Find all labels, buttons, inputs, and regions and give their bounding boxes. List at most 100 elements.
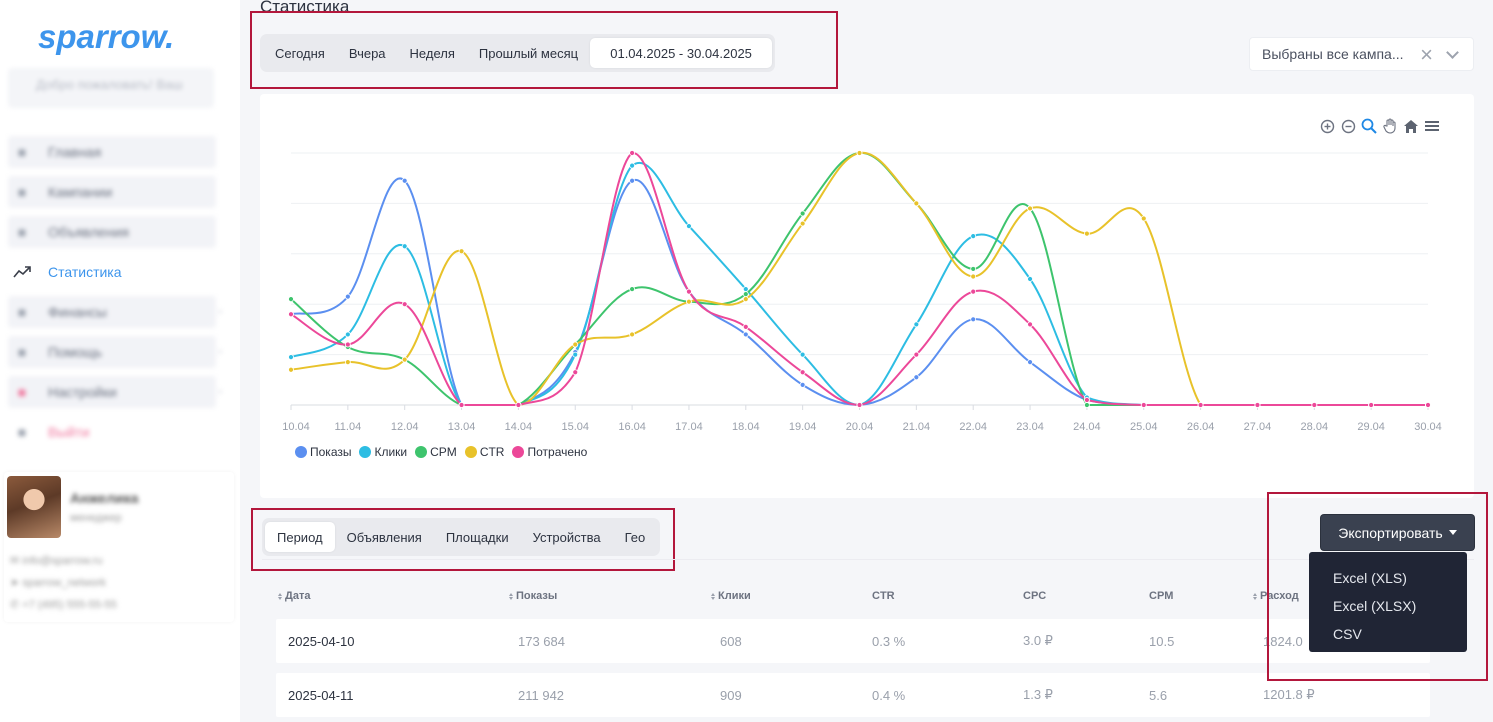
profile-phone[interactable]: ✆ +7 (495) 555-55-55 bbox=[10, 599, 117, 611]
table-row[interactable]: 2025-04-11 211 942 909 0.4 % 1.3 ₽ 5.6 1… bbox=[276, 673, 1430, 717]
period-today-button[interactable]: Сегодня bbox=[275, 45, 325, 61]
cell-cpc: 1.3 ₽ bbox=[1023, 687, 1053, 702]
cell-impressions: 173 684 bbox=[518, 633, 565, 649]
clear-icon[interactable]: × bbox=[1420, 42, 1433, 67]
period-selector: Сегодня Вчера Неделя Прошлый месяц 01.04… bbox=[260, 34, 776, 72]
profile-card: Анжелика менеджер ✉ info@sparrow.ru ➤ sp… bbox=[4, 472, 234, 622]
sidebar-item-logout[interactable]: ■ Выйти bbox=[0, 412, 240, 452]
legend-dot bbox=[464, 446, 477, 458]
period-last-month-button[interactable]: Прошлый месяц bbox=[478, 45, 579, 61]
sidebar-item-label: Объявления bbox=[48, 224, 129, 240]
avatar bbox=[7, 476, 61, 538]
sidebar-item-label: Финансы bbox=[48, 304, 107, 320]
column-label: Показы bbox=[516, 590, 558, 602]
tab-ads[interactable]: Объявления bbox=[346, 529, 422, 545]
column-header-impressions[interactable]: Показы bbox=[509, 590, 557, 602]
sidebar-item-statistics[interactable]: Статистика bbox=[0, 252, 240, 292]
campaign-filter-select[interactable]: Выбраны все кампа... × bbox=[1249, 37, 1474, 71]
page-title: Статистика bbox=[260, 0, 350, 16]
sidebar-nav: ■ Главная ■ Кампании ■ Объявления Статис… bbox=[0, 132, 240, 452]
period-week-button[interactable]: Неделя bbox=[409, 45, 455, 61]
zoom-in-icon[interactable] bbox=[1318, 117, 1336, 135]
home-reset-icon[interactable] bbox=[1402, 117, 1420, 135]
zoom-out-icon[interactable] bbox=[1339, 117, 1357, 135]
period-yesterday-button[interactable]: Вчера bbox=[348, 45, 386, 61]
legend-item-clicks[interactable]: Клики bbox=[359, 445, 407, 459]
export-xls-option[interactable]: Excel (XLS) bbox=[1333, 570, 1407, 586]
tab-devices[interactable]: Устройства bbox=[532, 529, 601, 545]
column-header-cpc[interactable]: CPC bbox=[1023, 590, 1046, 602]
table-row[interactable]: 2025-04-10 173 684 608 0.3 % 3.0 ₽ 10.5 … bbox=[276, 619, 1430, 663]
profile-name: Анжелика bbox=[70, 490, 139, 506]
divider bbox=[262, 559, 1474, 560]
profile-email[interactable]: ✉ info@sparrow.ru bbox=[10, 555, 103, 567]
sidebar-item-label: Статистика bbox=[48, 264, 122, 280]
campaign-icon: ■ bbox=[17, 184, 27, 200]
legend-dot bbox=[512, 446, 525, 458]
export-menu: Excel (XLS) Excel (XLSX) CSV bbox=[1309, 552, 1467, 652]
legend-dot bbox=[359, 446, 372, 458]
sidebar-item-settings[interactable]: ■ Настройки › bbox=[0, 372, 240, 412]
chevron-right-icon: › bbox=[218, 346, 222, 358]
pan-hand-icon[interactable] bbox=[1381, 117, 1399, 135]
legend-dot bbox=[415, 446, 428, 458]
column-header-cpm[interactable]: CPM bbox=[1149, 590, 1173, 602]
sort-icon bbox=[711, 592, 715, 600]
legend-label: Клики bbox=[374, 445, 408, 459]
tab-geo[interactable]: Гео bbox=[624, 529, 646, 545]
sidebar-item-help[interactable]: ■ Помощь › bbox=[0, 332, 240, 372]
sidebar-item-label: Главная bbox=[48, 144, 102, 160]
settings-icon: ■ bbox=[17, 384, 27, 400]
logo[interactable]: sparrow. bbox=[38, 18, 175, 55]
date-range-picker[interactable]: 01.04.2025 - 30.04.2025 bbox=[590, 38, 773, 68]
profile-role: менеджер bbox=[70, 512, 122, 524]
legend-item-cpm[interactable]: CPM bbox=[415, 445, 457, 459]
column-header-clicks[interactable]: Клики bbox=[711, 590, 751, 602]
sidebar: sparrow. Добро пожаловать! Ваш ■ Главная… bbox=[0, 0, 240, 722]
legend-item-spent[interactable]: Потрачено bbox=[512, 445, 587, 459]
cell-clicks: 608 bbox=[720, 633, 742, 649]
sidebar-item-finance[interactable]: ■ Финансы › bbox=[0, 292, 240, 332]
sidebar-item-home[interactable]: ■ Главная bbox=[0, 132, 240, 172]
export-xlsx-option[interactable]: Excel (XLSX) bbox=[1333, 598, 1417, 614]
menu-icon[interactable] bbox=[1423, 117, 1441, 135]
profile-telegram[interactable]: ➤ sparrow_network bbox=[10, 577, 107, 589]
legend-item-impressions[interactable]: Показы bbox=[295, 445, 351, 459]
home-icon: ■ bbox=[17, 144, 27, 160]
column-label: Клики bbox=[718, 590, 751, 602]
sort-icon bbox=[1253, 592, 1257, 600]
tab-period[interactable]: Период bbox=[265, 522, 335, 552]
sidebar-item-campaigns[interactable]: ■ Кампании bbox=[0, 172, 240, 212]
chevron-right-icon: › bbox=[218, 386, 222, 398]
welcome-banner: Добро пожаловать! Ваш bbox=[8, 68, 214, 108]
cell-cpm: 5.6 bbox=[1149, 687, 1168, 703]
column-label: CPC bbox=[1023, 590, 1047, 602]
chart-card bbox=[260, 94, 1474, 498]
column-header-date[interactable]: Дата bbox=[278, 590, 310, 602]
column-label: Дата bbox=[285, 590, 311, 602]
campaign-filter-value: Выбраны все кампа... bbox=[1262, 46, 1404, 62]
chevron-down-icon[interactable] bbox=[1446, 46, 1459, 59]
magnifier-icon[interactable] bbox=[1360, 117, 1378, 135]
logout-icon: ■ bbox=[17, 424, 27, 440]
cell-cpc: 3.0 ₽ bbox=[1023, 633, 1053, 648]
cell-date: 2025-04-10 bbox=[288, 633, 355, 649]
cell-date: 2025-04-11 bbox=[288, 687, 354, 703]
column-header-ctr[interactable]: CTR bbox=[872, 590, 895, 602]
export-csv-option[interactable]: CSV bbox=[1333, 626, 1362, 642]
column-label: CTR bbox=[872, 590, 895, 602]
tab-platforms[interactable]: Площадки bbox=[445, 529, 509, 545]
help-icon: ■ bbox=[17, 344, 27, 360]
column-label: CPM bbox=[1149, 590, 1174, 602]
table-header: Дата Показы Клики CTR CPC CPM Расход bbox=[0, 590, 1493, 606]
legend-label: CPM bbox=[430, 445, 457, 459]
export-button-label: Экспортировать bbox=[1338, 524, 1443, 541]
legend-label: Показы bbox=[310, 445, 352, 459]
column-header-spend[interactable]: Расход bbox=[1253, 590, 1299, 602]
sort-icon bbox=[509, 592, 513, 600]
legend-item-ctr[interactable]: CTR bbox=[464, 445, 504, 459]
sidebar-item-ads[interactable]: ■ Объявления bbox=[0, 212, 240, 252]
chevron-right-icon: › bbox=[218, 306, 222, 318]
export-button[interactable]: Экспортировать bbox=[1321, 515, 1474, 550]
legend-dot bbox=[295, 446, 307, 458]
